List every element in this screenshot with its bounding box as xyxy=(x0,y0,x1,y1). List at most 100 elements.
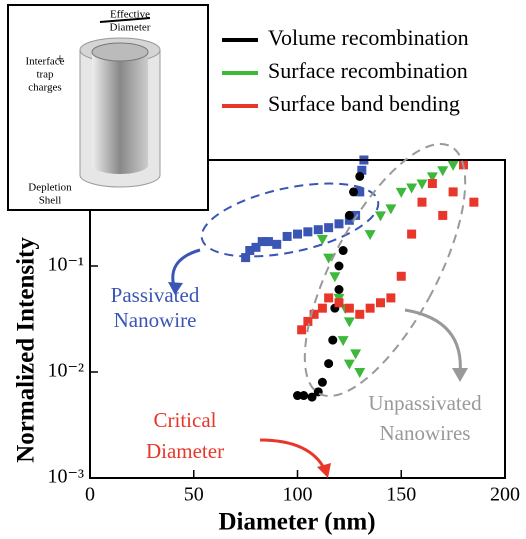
point xyxy=(317,377,327,387)
y-axis-label: Normalized Intensity xyxy=(13,237,40,463)
inset-label: Diameter xyxy=(110,22,151,34)
x-tick-label: 100 xyxy=(283,484,313,506)
point xyxy=(316,234,328,245)
point xyxy=(427,179,437,189)
point xyxy=(263,237,273,247)
annotations: Passivated Nanowire Critical Diameter Un… xyxy=(111,142,482,478)
point xyxy=(355,309,365,319)
point xyxy=(396,271,406,281)
inset-symbols: + xyxy=(56,52,64,67)
point xyxy=(272,239,282,249)
inset-label: charges xyxy=(28,82,61,94)
arrow xyxy=(259,438,327,471)
inset-label: Interface xyxy=(25,56,64,68)
inset-label: trap xyxy=(36,69,54,81)
point xyxy=(351,210,361,220)
point xyxy=(334,219,344,229)
point xyxy=(282,231,292,241)
inset-label: Effective xyxy=(110,9,150,21)
point xyxy=(438,210,448,220)
arrow xyxy=(99,17,151,23)
point xyxy=(313,225,323,235)
arrow-head xyxy=(452,368,468,382)
point xyxy=(299,391,309,401)
core xyxy=(92,52,148,174)
point xyxy=(385,204,397,215)
point xyxy=(241,253,251,263)
point xyxy=(303,227,313,237)
point xyxy=(417,197,427,207)
point xyxy=(350,349,362,360)
x-tick-label: 200 xyxy=(490,484,520,506)
point xyxy=(323,253,335,264)
y-tick-label: 10⁻³ xyxy=(47,466,84,488)
point xyxy=(303,316,313,326)
point xyxy=(317,303,327,313)
point xyxy=(376,298,385,308)
point xyxy=(407,229,417,239)
point xyxy=(357,165,367,175)
point xyxy=(344,215,354,225)
inset: + Effective Diameter Interface trap char… xyxy=(7,4,209,211)
point xyxy=(365,303,375,313)
point xyxy=(297,325,307,335)
point xyxy=(406,183,418,194)
point xyxy=(324,293,334,303)
legend-label: Volume recombination xyxy=(268,25,469,50)
annotation: Nanowire xyxy=(114,308,197,332)
point xyxy=(343,317,355,328)
point xyxy=(437,166,449,177)
inset-label: Depletion xyxy=(28,182,72,194)
point xyxy=(395,187,407,198)
arrow-head xyxy=(317,463,331,478)
annotation: Nanowires xyxy=(380,421,471,445)
ellipse xyxy=(303,142,467,398)
point xyxy=(349,187,359,197)
core-top xyxy=(91,42,149,62)
point xyxy=(447,160,459,171)
point xyxy=(344,210,354,220)
plot-area: 0 50 100 150 200 10⁻³ 10⁻² 10⁻¹ xyxy=(47,155,520,506)
legend-label: Surface recombination xyxy=(268,58,468,83)
point xyxy=(355,171,365,181)
point xyxy=(344,303,354,313)
point xyxy=(343,359,355,370)
point xyxy=(293,229,302,239)
legend: Volume recombination Surface recombinatio… xyxy=(222,25,469,116)
x-axis-label: Diameter (nm) xyxy=(218,509,375,536)
point xyxy=(328,335,338,345)
point xyxy=(334,285,344,295)
point xyxy=(334,261,344,271)
point xyxy=(426,172,438,183)
point xyxy=(386,293,396,303)
inset-label: Shell xyxy=(39,195,62,207)
annotation: Diameter xyxy=(146,439,224,463)
point xyxy=(416,179,428,190)
point xyxy=(324,223,334,233)
point xyxy=(375,211,386,222)
point xyxy=(329,272,341,283)
point xyxy=(354,368,366,378)
point xyxy=(355,187,365,197)
x-tick-label: 0 xyxy=(85,484,95,506)
ellipse xyxy=(200,182,380,258)
point xyxy=(245,246,255,256)
point xyxy=(257,237,267,247)
plot-frame xyxy=(89,159,506,479)
point xyxy=(293,391,302,401)
point xyxy=(334,298,344,308)
x-tick-label: 50 xyxy=(184,484,204,506)
x-tick-label: 150 xyxy=(386,484,416,506)
annotation: Critical xyxy=(154,408,217,432)
legend-label: Surface band bending xyxy=(268,91,460,116)
point xyxy=(309,309,319,319)
point xyxy=(307,392,317,402)
point xyxy=(337,336,349,347)
point xyxy=(338,246,348,256)
annotation: Passivated xyxy=(111,283,200,307)
y-tick-label: 10⁻² xyxy=(47,360,84,382)
y-tick-label: 10⁻¹ xyxy=(47,254,84,276)
point xyxy=(251,242,261,252)
arrow xyxy=(404,308,462,376)
